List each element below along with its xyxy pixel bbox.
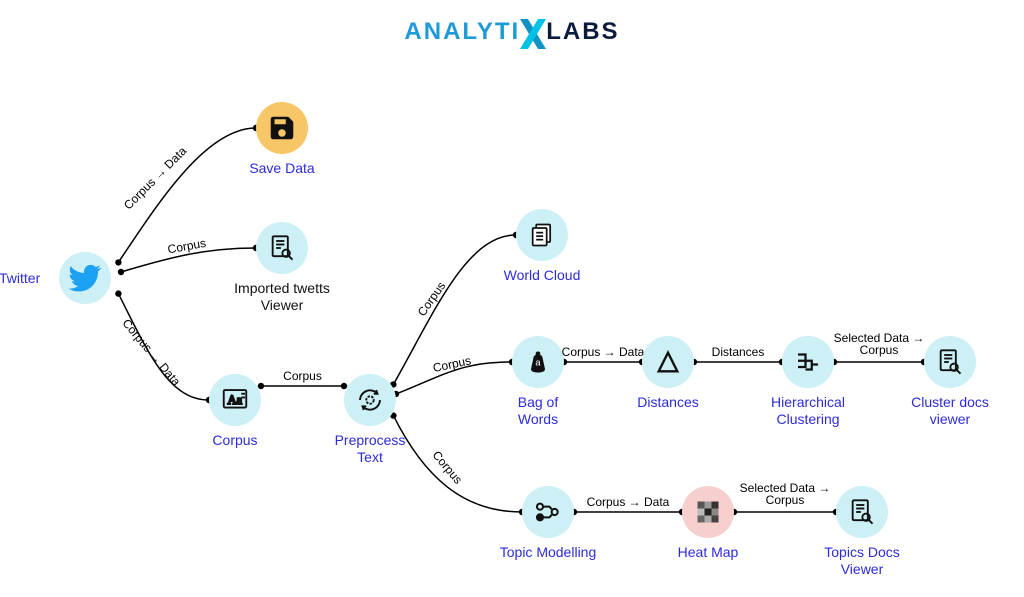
node-label: Imported twetts Viewer [202,280,362,314]
delta-icon [642,336,694,388]
node-label: Distances [588,394,748,411]
gear-cycle-icon [344,374,396,426]
brand-logo: ANALYTI LABS [0,18,1024,50]
logo-x-icon [520,19,546,50]
node-label: Save Data [202,160,362,177]
node-label: Topic Modelling [468,544,628,561]
node-savedata: Save Data [202,102,362,177]
node-distances: Distances [588,336,748,411]
node-wordcloud: World Cloud [462,209,622,284]
svg-text:a: a [535,358,541,368]
node-label: Topics Docs Viewer [782,544,942,578]
node-label: Preprocess Text [290,432,450,466]
node-preprocess: Preprocess Text [290,374,450,466]
topic-icon [522,486,574,538]
node-label: Heat Map [628,544,788,561]
heatmap-icon [682,486,734,538]
dendrogram-icon [782,336,834,388]
node-heatmap: Heat Map [628,486,788,561]
node-topicmodel: Topic Modelling [468,486,628,561]
doc-search-icon [836,486,888,538]
doc-stack-icon [516,209,568,261]
node-imported: Imported twetts Viewer [202,222,362,314]
node-label: World Cloud [462,267,622,284]
svg-text:Corpus → Data: Corpus → Data [121,144,190,213]
corpus-icon: Aa [209,374,261,426]
node-topicsview: Topics Docs Viewer [782,486,942,578]
doc-search-icon [256,222,308,274]
logo-part-a: ANALYTI [404,18,520,45]
node-clusterview: Cluster docs viewer [870,336,1024,428]
node-twitter: Twitter [0,252,121,304]
save-icon [256,102,308,154]
twitter-icon [59,252,111,304]
svg-text:Corpus: Corpus [166,236,207,257]
diagram-canvas: ANALYTI LABS Corpus → DataCorpusCorpus →… [0,0,1024,597]
node-label: Hierarchical Clustering [728,394,888,428]
bag-icon: a [512,336,564,388]
logo-part-b: LABS [546,18,619,45]
doc-search-icon [924,336,976,388]
svg-text:Corpus: Corpus [415,279,449,319]
node-label: Twitter [0,270,40,287]
svg-text:Aa: Aa [228,393,243,407]
node-hclust: Hierarchical Clustering [728,336,888,428]
node-label: Cluster docs viewer [870,394,1024,428]
